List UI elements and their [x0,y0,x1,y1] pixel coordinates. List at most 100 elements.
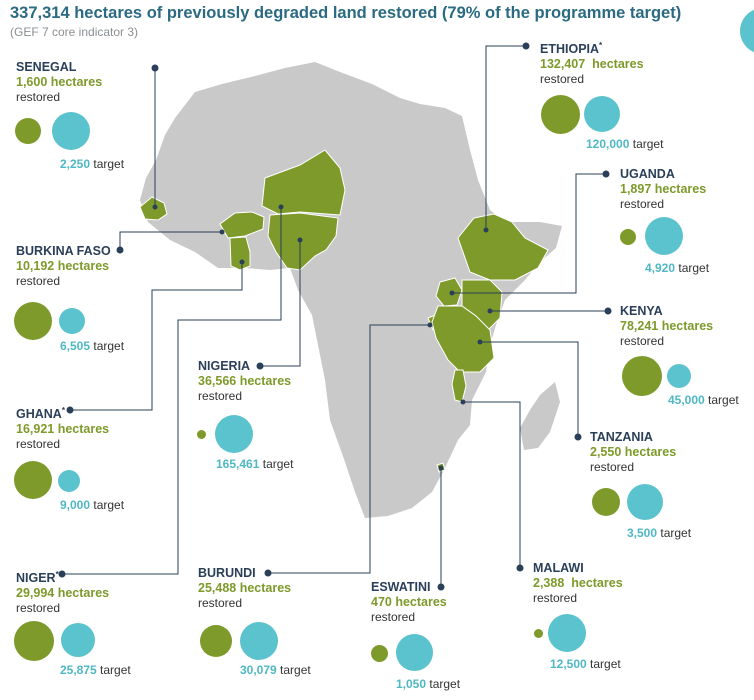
country-name: MALAWI [533,561,584,575]
restored-circle-niger [14,621,54,661]
country-block-nigeria: NIGERIA 36,566 hectares restored [198,359,398,404]
connector-uganda [452,173,606,294]
connector-burundi [268,324,430,574]
ghana-shape [229,236,251,271]
restored-circle-ghana [14,461,52,499]
dot-tanzania-map [477,339,483,345]
restored-circle-burundi [200,625,232,657]
dot-burkina-label [116,246,124,254]
target-value: 2,250 [60,157,91,171]
hectares-restored: 470 hectares [371,595,447,609]
dot-senegal-label [151,64,159,72]
country-block-burundi: BURUNDI 25,488 hectares restored [198,566,398,611]
restored-label: restored [371,610,416,624]
connector-niger [62,207,282,575]
dot-malawi-map [460,399,466,405]
restored-label: restored [620,334,665,348]
restored-circle-eswatini [371,645,388,662]
restored-circle-kenya [622,356,662,396]
country-name: TANZANIA [590,430,653,444]
dot-ethiopia-map [483,227,489,233]
target-value: 3,500 [627,526,658,540]
madagascar-landmass [520,382,560,450]
target-value: 12,500 [550,657,587,671]
hectares-restored: 132,407 hectares [540,57,644,72]
target-text-ghana: 9,000 target [60,498,124,512]
dot-burundi-map [427,322,433,328]
footnote-mark: * [55,570,59,579]
country-name: NIGER* [16,567,216,586]
footnote-mark: * [61,406,65,415]
country-block-uganda: UGANDA 1,897 hectares restored [620,167,754,212]
country-name: GHANA* [16,403,216,422]
ethiopia-shape [457,213,549,281]
restored-label: restored [16,437,61,452]
target-circle-ethiopia [584,96,620,132]
connector-tanzania [480,341,579,437]
restored-label: restored [533,591,578,605]
target-text-ethiopia: 120,000 target [586,137,663,151]
country-block-ethiopia: ETHIOPIA* 132,407 hectares restored [540,38,740,87]
country-name-text: NIGER [16,571,56,586]
uganda-shape [435,277,463,307]
target-text-senegal: 2,250 target [60,157,124,171]
dot-kenya-map [487,308,493,314]
dot-malawi-label [516,564,524,572]
connector-ethiopia [485,45,526,230]
target-value: 9,000 [60,498,91,512]
country-block-kenya: KENYA 78,241 hectares restored [620,304,754,349]
connector-ghana [70,262,243,411]
target-label: target [262,457,294,471]
target-value: 30,079 [240,663,277,677]
country-name: BURKINA FASO [16,244,111,258]
hectares-restored: 78,241 hectares [620,319,714,333]
target-circle-niger [61,623,95,657]
target-label: target [100,663,131,677]
target-label: target [93,157,125,171]
target-circle-burundi [240,622,278,660]
restored-circle-senegal [15,118,41,144]
target-circle-uganda [645,217,683,255]
restored-circle-nigeria [197,430,206,439]
country-name: SENEGAL [16,60,77,74]
restored-label: restored [16,90,61,104]
target-label: target [590,657,621,671]
africa-landmass [140,62,562,518]
target-value: 1,050 [396,677,427,691]
target-value: 4,920 [645,261,676,275]
hectares-restored: 1,600 hectares [16,75,103,89]
dot-ghana-map [239,259,245,265]
target-circle-ghana [58,470,80,492]
hectares-restored: 2,550 hectares [590,445,677,459]
target-text-eswatini: 1,050 target [396,677,460,691]
target-text-malawi: 12,500 target [550,657,621,671]
dot-ethiopia-label [522,42,530,50]
restored-label: restored [198,596,243,610]
country-name: BURUNDI [198,566,256,580]
restored-circle-uganda [620,229,636,245]
target-text-niger: 25,875 target [60,663,131,677]
country-name-text: GHANA [16,407,62,422]
target-circle-burkina-faso [59,308,85,334]
dot-uganda-label [602,170,610,178]
target-value: 165,461 [216,457,260,471]
restored-circle-ethiopia [541,95,580,134]
corner-decoration-circle [740,8,754,54]
dot-tanzania-label [574,433,582,441]
target-text-burkina-faso: 6,505 target [60,339,124,353]
restored-label: restored [620,197,665,211]
restored-label: restored [16,601,61,616]
target-label: target [632,137,664,151]
target-value: 25,875 [60,663,97,677]
country-name-text: ETHIOPIA [540,42,600,57]
target-label: target [660,526,692,540]
hectares-restored: 36,566 hectares [198,374,292,388]
dot-senegal-map [152,204,158,210]
country-block-tanzania: TANZANIA 2,550 hectares restored [590,430,754,475]
target-text-uganda: 4,920 target [645,261,709,275]
dot-niger-map [278,204,284,210]
hectares-restored: 2,388 hectares [533,576,623,590]
target-circle-senegal [52,112,90,150]
target-value: 6,505 [60,339,91,353]
hectares-restored: 29,994 hectares [16,586,110,601]
